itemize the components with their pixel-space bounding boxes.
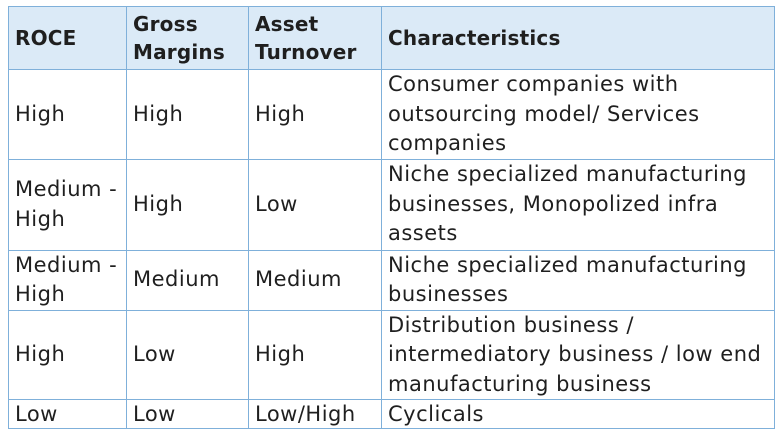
cell-asset-turnover: Low/High bbox=[248, 399, 382, 429]
cell-gross-margins: High bbox=[126, 69, 249, 160]
table-row: Low Low Low/High Cyclicals bbox=[8, 399, 775, 429]
table-row: Medium - High High Low Niche specialized… bbox=[8, 158, 775, 251]
cell-characteristics: Niche specialized manufacturing business… bbox=[381, 249, 775, 311]
cell-characteristics: Niche specialized manufacturing business… bbox=[381, 158, 775, 251]
roce-characteristics-table: ROCE Gross Margins Asset Turnover Charac… bbox=[8, 6, 775, 429]
header-asset-turnover: Asset Turnover bbox=[248, 6, 382, 70]
header-characteristics: Characteristics bbox=[381, 6, 775, 70]
cell-characteristics: Consumer companies with outsourcing mode… bbox=[381, 69, 775, 160]
cell-asset-turnover: High bbox=[248, 309, 382, 400]
table-row: Medium - High Medium Medium Niche specia… bbox=[8, 249, 775, 311]
cell-gross-margins: Medium bbox=[126, 249, 249, 311]
cell-roce: High bbox=[8, 69, 127, 160]
table-row: High High High Consumer companies with o… bbox=[8, 69, 775, 160]
header-row: ROCE Gross Margins Asset Turnover Charac… bbox=[8, 6, 775, 70]
cell-gross-margins: Low bbox=[126, 399, 249, 429]
cell-roce: Medium - High bbox=[8, 158, 127, 251]
cell-asset-turnover: Medium bbox=[248, 249, 382, 311]
header-roce: ROCE bbox=[8, 6, 127, 70]
table-row: High Low High Distribution business / in… bbox=[8, 309, 775, 400]
cell-roce: High bbox=[8, 309, 127, 400]
header-gross-margins: Gross Margins bbox=[126, 6, 249, 70]
cell-roce: Medium - High bbox=[8, 249, 127, 311]
cell-roce: Low bbox=[8, 399, 127, 429]
cell-asset-turnover: Low bbox=[248, 158, 382, 251]
cell-gross-margins: Low bbox=[126, 309, 249, 400]
cell-asset-turnover: High bbox=[248, 69, 382, 160]
cell-gross-margins: High bbox=[126, 158, 249, 251]
cell-characteristics: Cyclicals bbox=[381, 399, 775, 429]
cell-characteristics: Distribution business / intermediatory b… bbox=[381, 309, 775, 400]
